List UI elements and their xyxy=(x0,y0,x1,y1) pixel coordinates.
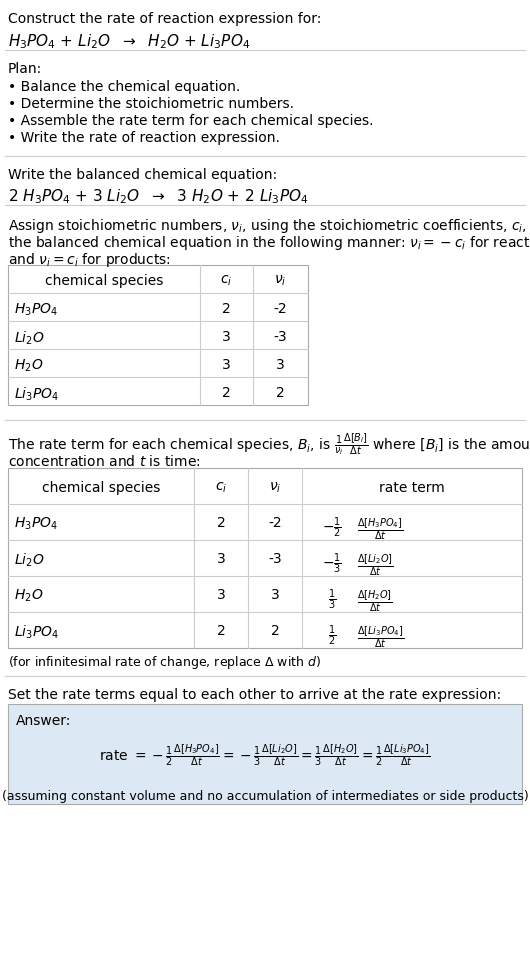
Text: $\frac{\Delta[H_2O]}{\Delta t}$: $\frac{\Delta[H_2O]}{\Delta t}$ xyxy=(357,588,393,613)
Text: $c_i$: $c_i$ xyxy=(220,274,233,288)
Text: 2: 2 xyxy=(222,302,231,316)
Text: Plan:: Plan: xyxy=(8,62,42,76)
Text: $\frac{\Delta[Li_2O]}{\Delta t}$: $\frac{\Delta[Li_2O]}{\Delta t}$ xyxy=(357,552,394,578)
Text: $\nu_i$: $\nu_i$ xyxy=(269,481,281,496)
Text: 2: 2 xyxy=(271,624,279,638)
Text: $Li_3PO_4$: $Li_3PO_4$ xyxy=(14,386,59,404)
Text: $H_3PO_4$: $H_3PO_4$ xyxy=(14,302,58,318)
Text: • Determine the stoichiometric numbers.: • Determine the stoichiometric numbers. xyxy=(8,97,294,111)
Text: rate $= -\frac{1}{2}\frac{\Delta[H_3PO_4]}{\Delta t}= -\frac{1}{3}\frac{\Delta[L: rate $= -\frac{1}{2}\frac{\Delta[H_3PO_4… xyxy=(99,742,431,767)
Text: rate term: rate term xyxy=(379,481,445,495)
Text: 2: 2 xyxy=(276,386,285,400)
Text: • Assemble the rate term for each chemical species.: • Assemble the rate term for each chemic… xyxy=(8,114,374,128)
Text: 3: 3 xyxy=(217,588,225,602)
Text: 3: 3 xyxy=(222,358,231,372)
Text: -2: -2 xyxy=(268,516,282,530)
Text: Construct the rate of reaction expression for:: Construct the rate of reaction expressio… xyxy=(8,12,321,26)
Text: $-\frac{1}{3}$: $-\frac{1}{3}$ xyxy=(322,552,342,576)
Text: $H_2O$: $H_2O$ xyxy=(14,588,43,605)
Text: chemical species: chemical species xyxy=(42,481,160,495)
Text: The rate term for each chemical species, $B_i$, is $\frac{1}{\nu_i}\frac{\Delta[: The rate term for each chemical species,… xyxy=(8,432,530,458)
Text: • Write the rate of reaction expression.: • Write the rate of reaction expression. xyxy=(8,131,280,145)
Text: $\frac{1}{2}$: $\frac{1}{2}$ xyxy=(328,624,336,649)
Text: Answer:: Answer: xyxy=(16,714,72,728)
Text: Set the rate terms equal to each other to arrive at the rate expression:: Set the rate terms equal to each other t… xyxy=(8,688,501,702)
Text: $\frac{\Delta[Li_3PO_4]}{\Delta t}$: $\frac{\Delta[Li_3PO_4]}{\Delta t}$ xyxy=(357,624,404,650)
Text: concentration and $t$ is time:: concentration and $t$ is time: xyxy=(8,454,201,469)
Text: $H_2O$: $H_2O$ xyxy=(14,358,43,374)
Text: $\nu_i$: $\nu_i$ xyxy=(275,274,287,288)
Bar xyxy=(8,468,522,648)
Text: (assuming constant volume and no accumulation of intermediates or side products): (assuming constant volume and no accumul… xyxy=(2,790,528,803)
Text: $H_3PO_4$ + $Li_2O$  $\rightarrow$  $H_2O$ + $Li_3PO_4$: $H_3PO_4$ + $Li_2O$ $\rightarrow$ $H_2O$… xyxy=(8,32,250,51)
Text: -2: -2 xyxy=(273,302,287,316)
Text: Assign stoichiometric numbers, $\nu_i$, using the stoichiometric coefficients, $: Assign stoichiometric numbers, $\nu_i$, … xyxy=(8,217,530,235)
Text: 3: 3 xyxy=(217,552,225,566)
Text: $Li_2O$: $Li_2O$ xyxy=(14,330,45,347)
Text: $H_3PO_4$: $H_3PO_4$ xyxy=(14,516,58,532)
Text: and $\nu_i = c_i$ for products:: and $\nu_i = c_i$ for products: xyxy=(8,251,171,269)
Text: $-\frac{1}{2}$: $-\frac{1}{2}$ xyxy=(322,516,342,540)
Text: • Balance the chemical equation.: • Balance the chemical equation. xyxy=(8,80,240,94)
Text: 3: 3 xyxy=(222,330,231,344)
Text: $Li_3PO_4$: $Li_3PO_4$ xyxy=(14,624,59,641)
Text: $\frac{1}{3}$: $\frac{1}{3}$ xyxy=(328,588,336,612)
Text: $Li_2O$: $Li_2O$ xyxy=(14,552,45,569)
Text: (for infinitesimal rate of change, replace $\Delta$ with $d$): (for infinitesimal rate of change, repla… xyxy=(8,654,321,671)
Text: $c_i$: $c_i$ xyxy=(215,481,227,496)
Text: the balanced chemical equation in the following manner: $\nu_i = -c_i$ for react: the balanced chemical equation in the fo… xyxy=(8,234,530,252)
Text: chemical species: chemical species xyxy=(45,274,163,288)
Bar xyxy=(8,265,308,405)
Text: 3: 3 xyxy=(271,588,279,602)
Text: Write the balanced chemical equation:: Write the balanced chemical equation: xyxy=(8,168,277,182)
Text: 2: 2 xyxy=(217,516,225,530)
Text: -3: -3 xyxy=(268,552,282,566)
Text: 2 $H_3PO_4$ + 3 $Li_2O$  $\rightarrow$  3 $H_2O$ + 2 $Li_3PO_4$: 2 $H_3PO_4$ + 3 $Li_2O$ $\rightarrow$ 3 … xyxy=(8,187,308,206)
Text: 2: 2 xyxy=(217,624,225,638)
Text: 3: 3 xyxy=(276,358,285,372)
Bar xyxy=(8,704,522,804)
Text: $\frac{\Delta[H_3PO_4]}{\Delta t}$: $\frac{\Delta[H_3PO_4]}{\Delta t}$ xyxy=(357,516,403,542)
Text: -3: -3 xyxy=(273,330,287,344)
Text: 2: 2 xyxy=(222,386,231,400)
